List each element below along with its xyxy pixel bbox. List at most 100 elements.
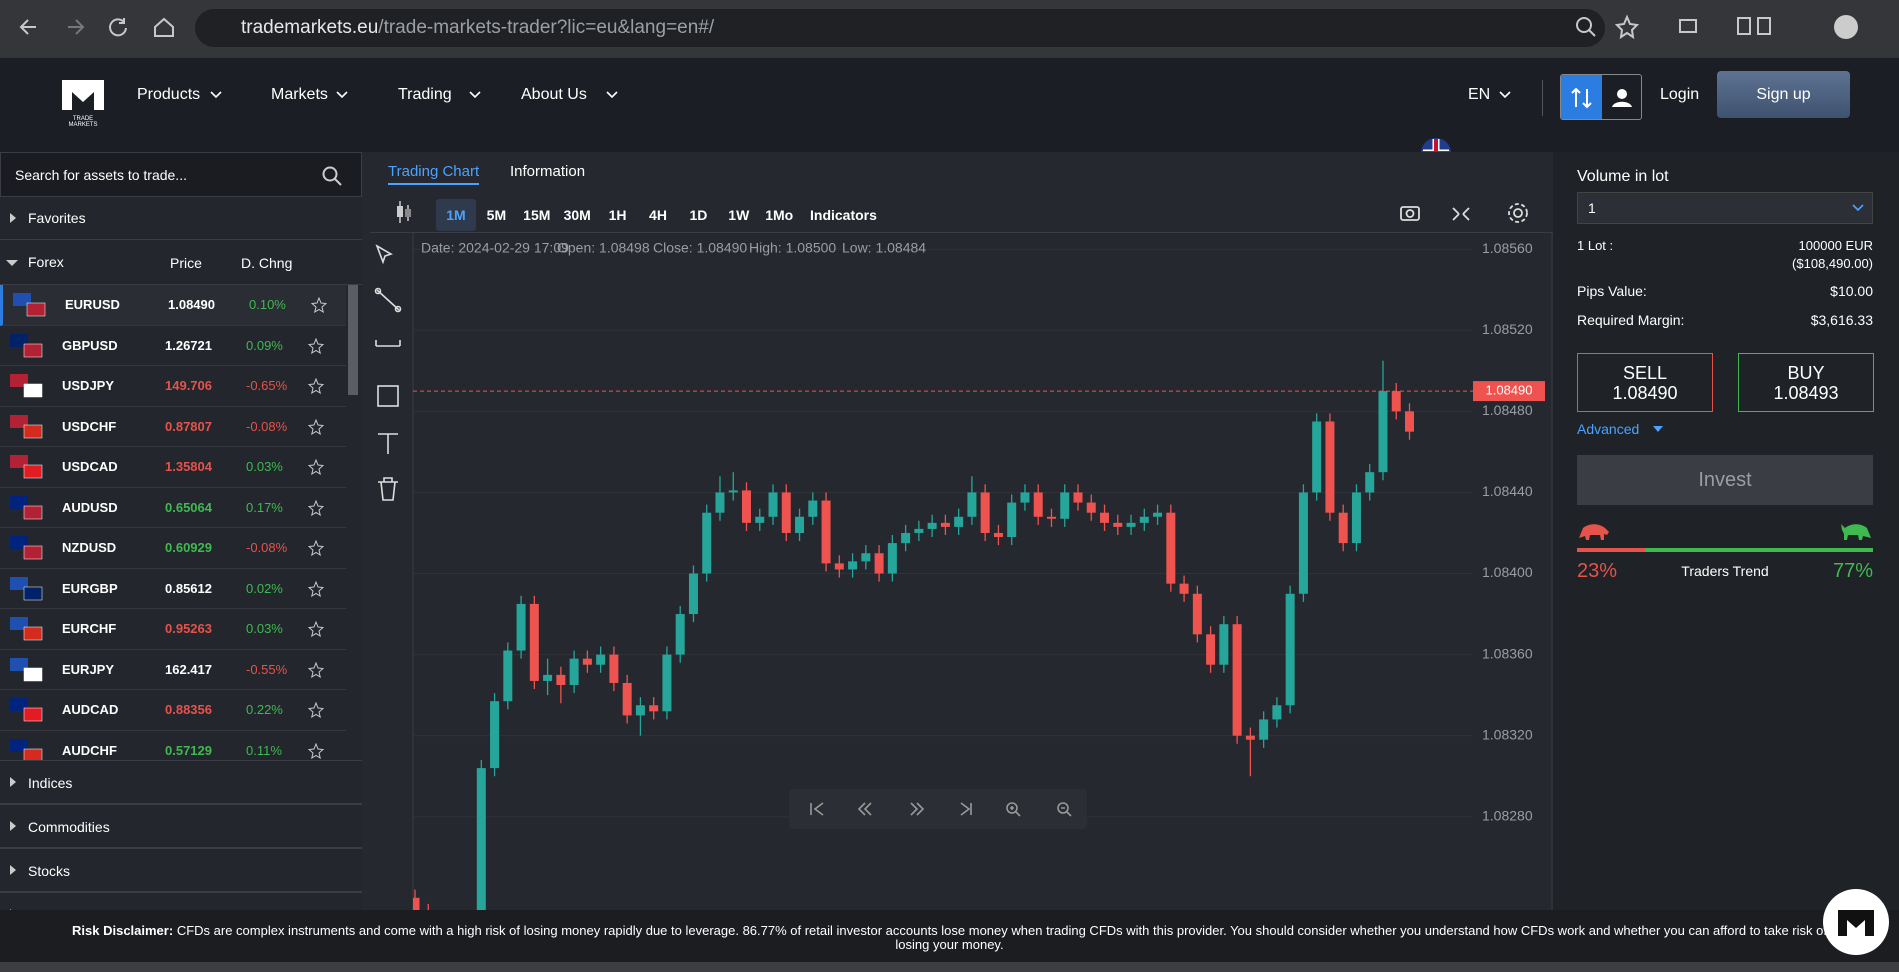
favorite-star[interactable] <box>308 378 324 394</box>
candle-body <box>490 701 500 769</box>
favorite-star[interactable] <box>308 540 324 556</box>
bearish-bar <box>1577 548 1646 552</box>
asset-symbol: EURGBP <box>62 580 118 596</box>
bearish-label: 23% <box>1577 560 1618 582</box>
candle-body <box>1272 705 1282 720</box>
flag <box>10 455 28 468</box>
ohlc-info: Date: 2024-02-29 17:09 <box>421 240 569 256</box>
y-tick-label: 1.08360 <box>1482 645 1533 661</box>
sell-button[interactable]: SELL 1.08490 <box>1577 353 1713 412</box>
asset-row[interactable]: GBPUSD 1.26721 0.09% <box>0 326 346 366</box>
forex-header[interactable]: Forex <box>0 240 362 285</box>
timeframe-button[interactable]: 1D <box>689 207 708 223</box>
timeframe-button[interactable]: 30M <box>563 207 591 223</box>
asset-row[interactable]: USDCHF 0.87807 -0.08% <box>0 407 346 447</box>
timeframe-button[interactable]: 1M <box>436 199 476 231</box>
address-bar[interactable]: trademarkets.eu/trade-markets-trader?lic… <box>195 9 1605 47</box>
price-tag-label: 1.08490 <box>1486 383 1533 398</box>
favorite-star[interactable] <box>308 418 324 435</box>
asset-row[interactable]: NZDUSD 0.60929 -0.08% <box>0 528 346 569</box>
lot-value-usd: ($108,490.00) <box>1792 256 1873 271</box>
chart-tab[interactable]: Trading Chart <box>388 163 480 185</box>
asset-change: 0.03% <box>246 621 283 636</box>
timeframe-button[interactable]: 1H <box>608 207 627 223</box>
chart-type-icon[interactable] <box>392 199 416 225</box>
asset-change: 0.11% <box>246 742 282 758</box>
asset-row[interactable]: EURGBP 0.85612 0.02% <box>0 569 346 609</box>
candle-body <box>927 522 937 529</box>
volume-select[interactable]: 1 <box>1577 192 1873 224</box>
favorite-star[interactable] <box>308 580 324 597</box>
asset-symbol: AUDCHF <box>62 742 117 758</box>
caret <box>10 777 16 787</box>
asset-row[interactable]: EURJPY 162.417 -0.55% <box>0 650 346 690</box>
asset-symbol: GBPUSD <box>62 337 118 353</box>
signup-button[interactable]: Sign up <box>1717 71 1850 118</box>
chart-tab[interactable]: Information <box>510 163 586 180</box>
asset-row[interactable]: EURUSD 1.08490 0.10% <box>0 285 346 326</box>
candle-body <box>1405 411 1414 432</box>
candle-body <box>503 650 513 702</box>
asset-row[interactable]: USDJPY 149.706 -0.65% <box>0 366 346 407</box>
asset-row[interactable]: EURCHF 0.95263 0.03% <box>0 609 346 650</box>
chart-actions[interactable] <box>1397 200 1537 226</box>
asset-symbol: AUDCAD <box>62 702 119 717</box>
search-box[interactable]: Search for assets to trade... <box>0 152 362 197</box>
favorite-star[interactable] <box>308 702 324 718</box>
language[interactable]: EN <box>1468 86 1491 103</box>
group-header[interactable]: Commodities <box>0 804 362 848</box>
asset-row[interactable]: AUDUSD 0.65064 0.17% <box>0 488 346 528</box>
invest-button[interactable]: Invest <box>1577 455 1873 505</box>
asset-row[interactable]: AUDCAD 0.88356 0.22% <box>0 690 346 731</box>
flag <box>10 657 28 671</box>
candle-body <box>1338 512 1348 544</box>
mode-toggle[interactable] <box>1560 74 1642 120</box>
star <box>308 418 324 435</box>
advanced-link[interactable]: Advanced <box>1577 421 1640 437</box>
favorite-star[interactable] <box>308 337 324 354</box>
nav-item[interactable]: Products <box>137 86 201 103</box>
candle-body <box>1086 502 1096 513</box>
favorite-star[interactable] <box>308 661 324 678</box>
timeframe-button[interactable]: 1W <box>728 207 750 223</box>
asset-row[interactable]: USDCAD 1.35804 0.03% <box>0 447 346 488</box>
flag <box>10 738 28 752</box>
timeframe-button[interactable]: 15M <box>523 207 551 223</box>
ohlc-info: Open: 1.08498 <box>557 240 650 256</box>
favorite-star[interactable] <box>311 297 327 313</box>
timeframe-button[interactable]: 1Mo <box>765 207 794 223</box>
nav-item[interactable]: About Us <box>521 86 587 103</box>
url-path: /trade-markets-trader?lic=eu&lang=en#/ <box>378 17 715 38</box>
timeframe-button[interactable]: 4H <box>649 207 667 223</box>
chat-widget[interactable] <box>1822 888 1890 956</box>
asset-symbol: EURCHF <box>62 621 117 636</box>
caret <box>10 821 16 831</box>
candle-body <box>635 705 645 716</box>
nav-item[interactable]: Markets <box>271 86 328 103</box>
timeframe-button[interactable]: 5M <box>486 207 507 223</box>
asset-row[interactable]: AUDCHF 0.57129 0.11% <box>0 731 346 760</box>
group-header[interactable]: Indices <box>0 760 362 804</box>
bottom-strip <box>0 962 1899 972</box>
group-header[interactable]: Stocks <box>0 848 362 892</box>
flag <box>10 536 28 549</box>
favorite-star[interactable] <box>308 621 324 637</box>
favorite-star[interactable] <box>308 499 324 516</box>
toolbar-divider <box>370 232 1553 233</box>
buy-button[interactable]: BUY 1.08493 <box>1738 353 1874 412</box>
indicators-button[interactable]: Indicators <box>810 207 877 223</box>
favorites-header[interactable]: Favorites <box>0 197 362 240</box>
candle-body <box>728 490 738 493</box>
favorite-star[interactable] <box>308 459 324 475</box>
candle-body <box>702 512 712 574</box>
drawing-tools[interactable] <box>372 238 404 538</box>
candles <box>413 360 1414 912</box>
nav-item[interactable]: Trading <box>398 86 452 103</box>
group-header[interactable]: Crypto <box>0 892 362 912</box>
candle-body <box>1206 634 1216 665</box>
chart-navigation[interactable] <box>789 789 1087 829</box>
caret <box>6 260 18 266</box>
login-link[interactable]: Login <box>1660 86 1700 103</box>
favorite-star[interactable] <box>308 742 324 759</box>
flag <box>23 464 43 479</box>
